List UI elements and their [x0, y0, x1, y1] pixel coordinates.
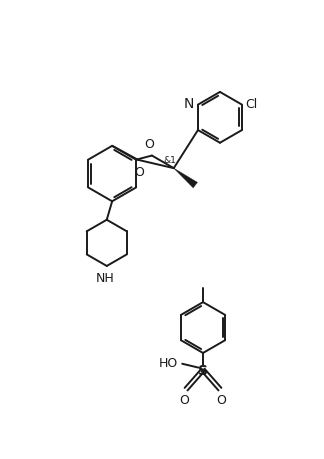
Text: S: S [198, 363, 208, 377]
Text: O: O [179, 393, 190, 406]
Text: N: N [184, 97, 194, 111]
Text: HO: HO [158, 356, 178, 369]
Text: O: O [216, 393, 226, 406]
Text: &1: &1 [163, 156, 176, 165]
Polygon shape [174, 169, 197, 188]
Text: O: O [134, 166, 144, 179]
Text: Cl: Cl [245, 97, 257, 110]
Text: O: O [145, 138, 155, 151]
Text: NH: NH [96, 271, 115, 284]
